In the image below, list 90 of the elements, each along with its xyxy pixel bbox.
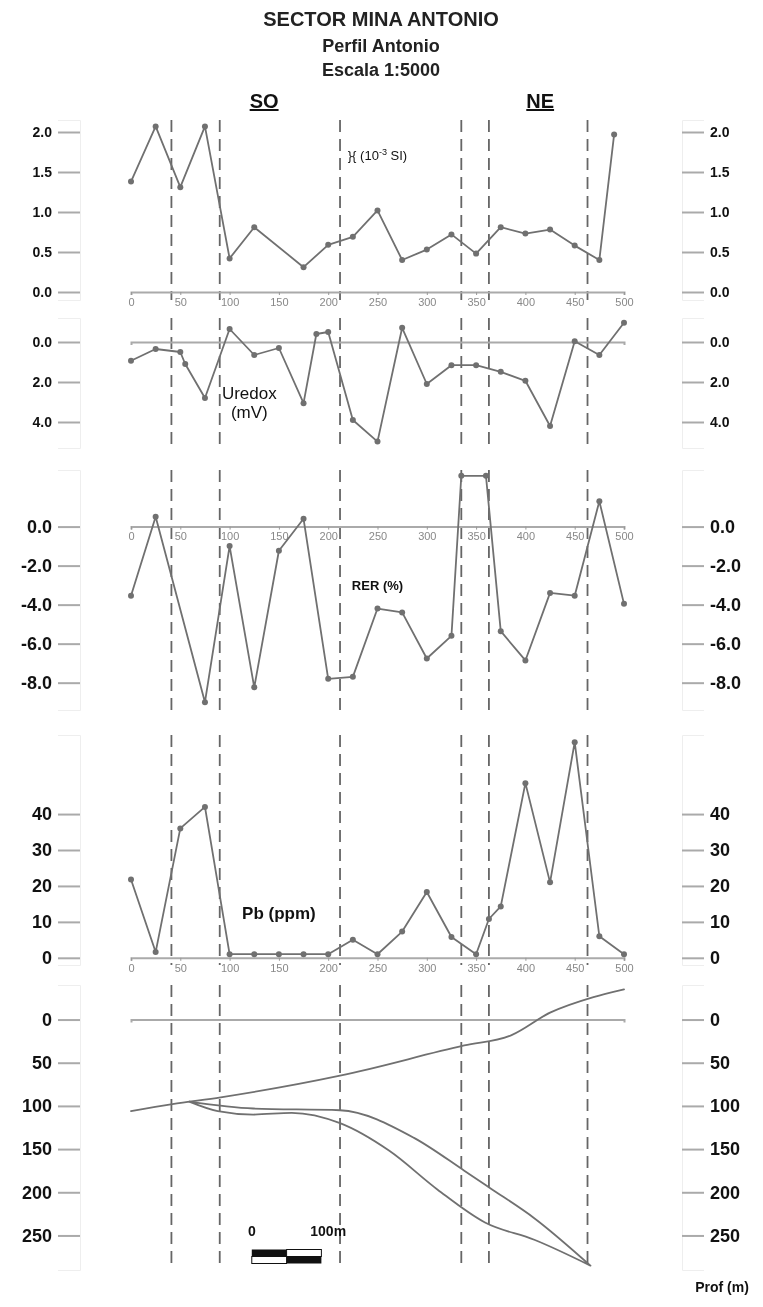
y2-tick-label: 10 (710, 912, 731, 933)
x-tick-label: 50 (174, 530, 187, 543)
y2-tick-label: 50 (710, 1052, 731, 1073)
x-tick-label: 250 (368, 961, 388, 974)
y2-tick-label: -4.0 (710, 594, 742, 615)
y-tick-label: 4.0 (32, 413, 53, 430)
x-tick-label: 450 (566, 295, 585, 308)
x-tick-label: 50 (174, 961, 187, 974)
x-tick-label: 200 (319, 961, 338, 974)
y-tick-label: -4.0 (20, 594, 52, 615)
x-tick-label: 50 (174, 295, 187, 308)
x-tick-label: 100 (220, 961, 240, 974)
y2-axis-title: Prof (m) (695, 1279, 749, 1295)
x-tick-label: 500 (615, 530, 634, 543)
series-label: RER (%) (351, 578, 404, 593)
x-tick-label: 0 (128, 295, 135, 308)
chart-subtitle: Perfil Antonio Escala 1:5000 (321, 36, 441, 80)
chart-title: SECTOR MINA ANTONIO (263, 8, 499, 30)
y-tick-label: -8.0 (20, 672, 52, 693)
y2-tick-label: 150 (710, 1139, 741, 1160)
y-tick-label: 0.0 (32, 283, 53, 300)
x-tick-label: 0 (128, 961, 135, 974)
y-tick-label: 1.5 (32, 163, 53, 180)
y2-tick-label: 1.0 (710, 203, 730, 220)
y-tick-label: 30 (31, 840, 52, 861)
y-tick-label: 10 (31, 912, 52, 933)
y2-tick-label: 100 (710, 1096, 741, 1117)
y2-tick-label: 2.0 (710, 373, 730, 390)
y-tick-label: 150 (21, 1139, 52, 1160)
y2-tick-label: 2.0 (710, 123, 730, 140)
y2-tick-label: 1.5 (710, 163, 730, 180)
x-tick-label: 350 (467, 295, 486, 308)
y-tick-label: -2.0 (20, 555, 52, 576)
y2-tick-label: 20 (710, 876, 731, 897)
x-tick-label: 300 (418, 530, 437, 543)
text: SO (249, 90, 279, 112)
y-tick-label: 0.0 (26, 516, 52, 537)
y2-tick-label: 4.0 (710, 413, 730, 430)
text: }{ (10$^{-3}$ SI) (347, 146, 408, 163)
x-tick-label: 150 (270, 295, 289, 308)
x-tick-label: 400 (516, 530, 536, 543)
y-tick-label: 0 (41, 1009, 52, 1030)
x-tick-label: 200 (319, 295, 338, 308)
x-tick-label: 300 (418, 295, 437, 308)
y2-tick-label: 0.0 (710, 283, 730, 300)
x-tick-label: 250 (368, 295, 388, 308)
y2-tick-label: 0 (710, 1009, 721, 1030)
y2-tick-label: -2.0 (710, 555, 742, 576)
y-tick-label: 50 (31, 1052, 52, 1073)
x-tick-label: 350 (467, 530, 486, 543)
series-label: Uredox (mV) (221, 383, 278, 423)
x-tick-label: 300 (418, 961, 437, 974)
y-tick-label: 20 (31, 876, 52, 897)
y-tick-label: 100 (21, 1096, 52, 1117)
y2-tick-label: 0.5 (710, 243, 730, 260)
x-tick-label: 0 (128, 530, 135, 543)
y2-tick-label: 30 (710, 840, 731, 861)
x-tick-label: 200 (319, 530, 338, 543)
y2-tick-label: 40 (710, 804, 731, 825)
y-tick-label: 2.0 (32, 123, 53, 140)
series-label: Pb (ppm) (242, 904, 316, 923)
text: NE (526, 90, 555, 112)
y-tick-label: 1.0 (32, 203, 53, 220)
y2-tick-label: -8.0 (710, 672, 742, 693)
y-tick-label: 250 (21, 1225, 52, 1246)
annotation: 0 (247, 1222, 256, 1239)
y2-tick-label: 0.0 (710, 333, 730, 350)
y-tick-label: 0.5 (32, 243, 53, 260)
y2-tick-label: 0.0 (710, 516, 736, 537)
x-tick-label: 100 (220, 295, 240, 308)
annotation: 100m (310, 1222, 347, 1239)
x-tick-label: 500 (615, 295, 634, 308)
y-tick-label: 40 (31, 804, 52, 825)
x-tick-label: 400 (516, 961, 536, 974)
x-tick-label: 150 (270, 961, 289, 974)
x-tick-label: 400 (516, 295, 536, 308)
y2-tick-label: -6.0 (710, 633, 742, 654)
x-tick-label: 250 (368, 530, 388, 543)
y-tick-label: 2.0 (32, 373, 53, 390)
x-tick-label: 150 (270, 530, 289, 543)
y2-tick-label: 200 (710, 1182, 741, 1203)
y-tick-label: 200 (21, 1182, 52, 1203)
x-tick-label: 450 (566, 530, 585, 543)
x-tick-label: 350 (467, 961, 486, 974)
x-tick-label: 500 (615, 961, 634, 974)
y2-tick-label: 250 (710, 1225, 741, 1246)
y-tick-label: -6.0 (20, 633, 52, 654)
y-tick-label: 0.0 (32, 333, 53, 350)
x-tick-label: 100 (220, 530, 240, 543)
x-tick-label: 450 (566, 961, 585, 974)
